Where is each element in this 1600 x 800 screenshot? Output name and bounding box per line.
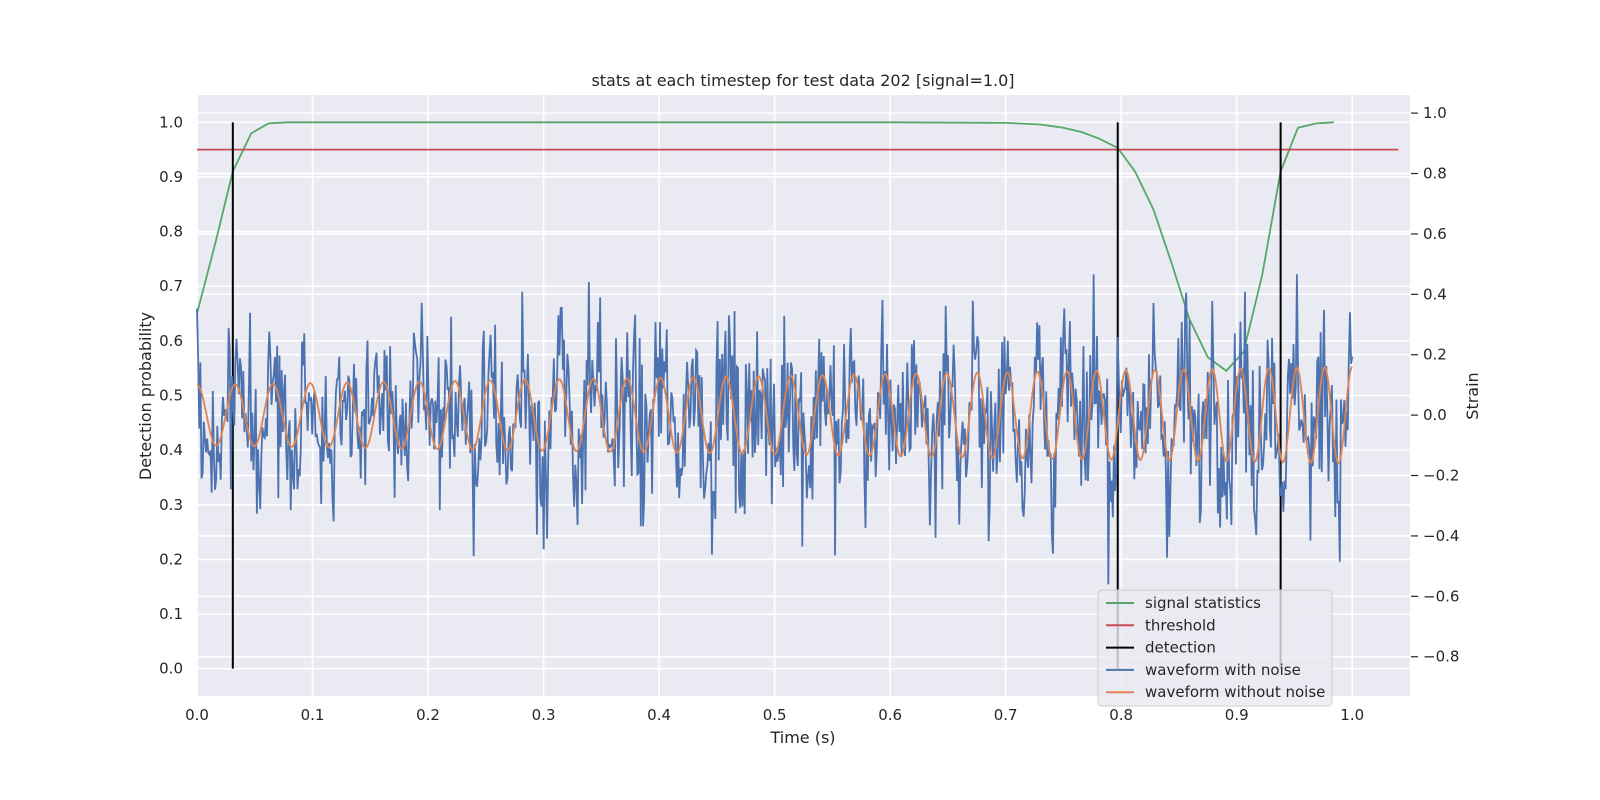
x-tick-label: 0.2 (416, 706, 440, 724)
x-tick-label: 0.3 (532, 706, 556, 724)
y-left-tick-label: 0.8 (159, 223, 183, 241)
chart-title: stats at each timestep for test data 202… (591, 71, 1014, 90)
y-right-tick-label: −0.2 (1423, 467, 1459, 485)
y-left-tick-label: 0.9 (159, 168, 183, 186)
legend-label: waveform without noise (1145, 683, 1325, 701)
y-right-tick-label: 0.0 (1423, 406, 1447, 424)
y-left-tick-label: 0.3 (159, 496, 183, 514)
legend-label: waveform with noise (1145, 661, 1301, 679)
y-left-tick-label: 0.0 (159, 660, 183, 678)
x-tick-label: 0.8 (1109, 706, 1133, 724)
y-left-tick-label: 0.1 (159, 605, 183, 623)
y-left-tick-label: 1.0 (159, 113, 183, 131)
x-tick-label: 0.7 (994, 706, 1018, 724)
y-left-tick-label: 0.2 (159, 550, 183, 568)
y-right-tick-label: −0.8 (1423, 648, 1459, 666)
y-right-tick-label: 1.0 (1423, 104, 1447, 122)
x-tick-label: 0.1 (301, 706, 325, 724)
y-left-tick-label: 0.6 (159, 332, 183, 350)
y-right-tick-label: −0.4 (1423, 527, 1459, 545)
x-tick-label: 0.0 (185, 706, 209, 724)
legend-box (1097, 589, 1333, 707)
series-signal-statistics (196, 121, 1334, 373)
x-axis-title: Time (s) (769, 728, 835, 747)
axis-layer: 0.0 0.1 0.2 0.3 0.4 0.5 0.6 0.7 0.8 0.9 1.0 0.0 0.1 0… (159, 104, 1459, 724)
y-axis-right-title: Strain (1463, 372, 1482, 419)
y-right-tick-label: 0.2 (1423, 346, 1447, 364)
series-layer (196, 121, 1399, 669)
x-tick-label: 0.9 (1225, 706, 1249, 724)
y-right-tick-label: −0.6 (1423, 587, 1459, 605)
legend: signal statistics threshold detection wavef… (1097, 589, 1333, 707)
y-right-tick-label: 0.4 (1423, 285, 1447, 303)
x-tick-label: 0.6 (878, 706, 902, 724)
y-left-tick-label: 0.4 (159, 441, 183, 459)
y-right-tick-label: 0.6 (1423, 225, 1447, 243)
series-waveform-without-noise (196, 366, 1353, 465)
x-tick-label: 0.5 (763, 706, 787, 724)
x-tick-label: 1.0 (1340, 706, 1364, 724)
y-left-tick-label: 0.5 (159, 387, 183, 405)
legend-label: threshold (1145, 616, 1216, 634)
legend-label: detection (1145, 639, 1216, 657)
y-right-tick-label: 0.8 (1423, 165, 1447, 183)
legend-label: signal statistics (1145, 594, 1261, 612)
x-tick-label: 0.4 (647, 706, 671, 724)
y-left-tick-label: 0.7 (159, 277, 183, 295)
y-axis-left-title: Detection probability (136, 312, 155, 480)
